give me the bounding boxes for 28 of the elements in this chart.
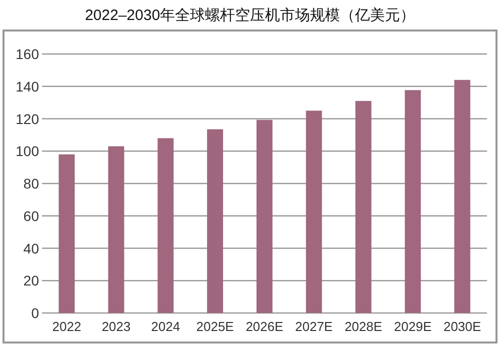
bar [355,100,372,313]
bar [207,129,224,313]
x-tick-label: 2022 [52,319,82,334]
y-tick-label: 0 [31,305,40,321]
bar [306,110,322,313]
x-tick-label: 2027E [295,319,334,334]
x-tick-label: 2029E [394,319,432,334]
bar [108,146,124,313]
x-tick-label: 2025E [196,319,234,334]
y-tick-label: 160 [16,46,40,62]
x-tick-label: 2028E [344,319,383,334]
chart-title: 2022–2030年全球螺杆空压机市场规模（亿美元） [84,7,416,24]
x-tick-label: 2024 [151,319,180,334]
x-tick-label: 2030E [443,319,482,334]
bar [58,154,75,313]
bar [256,120,272,313]
y-tick-label: 40 [23,240,40,256]
bar [454,80,470,313]
bar [158,138,174,313]
x-tick-label: 2023 [102,319,131,334]
x-tick-label: 2026E [246,319,284,334]
y-tick-label: 120 [16,110,40,127]
bar [404,90,421,313]
y-tick-label: 100 [16,143,40,160]
y-tick-label: 140 [16,78,40,94]
y-tick-label: 20 [23,272,40,289]
y-tick-label: 80 [23,176,40,192]
y-tick-label: 60 [23,208,40,224]
